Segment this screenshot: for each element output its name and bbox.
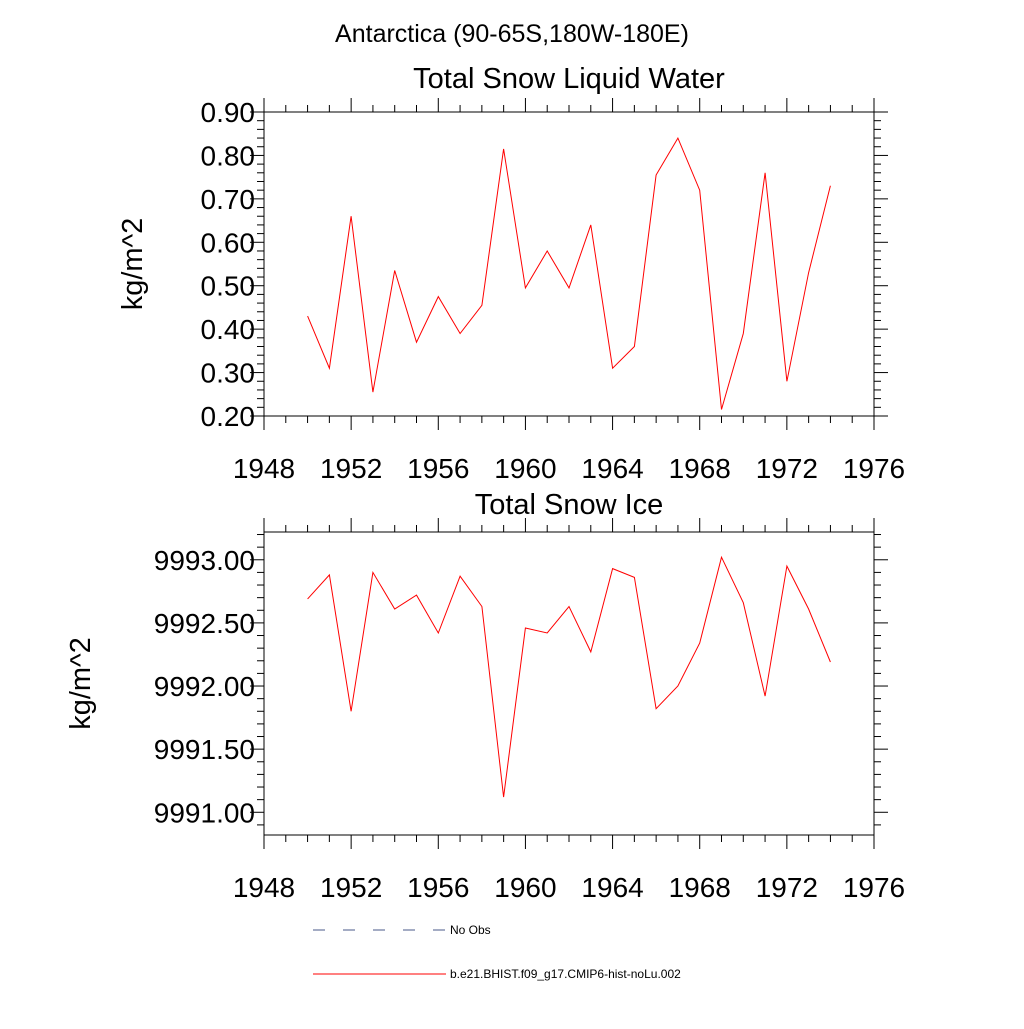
- data-point: [329, 368, 330, 369]
- data-point: [656, 174, 657, 175]
- data-point: [743, 602, 744, 603]
- data-point: [721, 409, 722, 410]
- y-tick-label: 0.50: [201, 271, 256, 302]
- x-tick-label: 1960: [494, 453, 556, 484]
- series-line: [307, 136, 831, 410]
- data-point: [830, 661, 831, 662]
- data-point: [808, 608, 809, 609]
- x-tick-label: 1964: [581, 453, 643, 484]
- data-point: [677, 137, 678, 138]
- data-point: [525, 627, 526, 628]
- data-point: [481, 305, 482, 306]
- data-point: [656, 708, 657, 709]
- data-point: [568, 606, 569, 607]
- data-point: [351, 711, 352, 712]
- data-point: [721, 557, 722, 558]
- data-point: [372, 392, 373, 393]
- x-tick-label: 1964: [581, 872, 643, 903]
- data-point: [634, 346, 635, 347]
- x-tick-label: 1972: [756, 453, 818, 484]
- y-tick-label: 0.30: [201, 358, 256, 389]
- x-tick-label: 1968: [669, 453, 731, 484]
- data-point: [699, 190, 700, 191]
- data-point: [438, 632, 439, 633]
- data-point: [416, 342, 417, 343]
- x-tick-label: 1948: [233, 872, 295, 903]
- x-tick-label: 1960: [494, 872, 556, 903]
- data-point: [764, 696, 765, 697]
- data-point: [525, 287, 526, 288]
- data-point: [329, 574, 330, 575]
- plot-frame: [263, 111, 875, 417]
- data-point: [699, 643, 700, 644]
- x-tick-label: 1952: [320, 453, 382, 484]
- y-axis-label: kg/m^2: [117, 218, 149, 311]
- data-point: [612, 368, 613, 369]
- legend-label: b.e21.BHIST.f09_g17.CMIP6-hist-noLu.002: [450, 967, 681, 981]
- data-point: [590, 224, 591, 225]
- y-tick-label: 0.70: [201, 184, 256, 215]
- legend-label: No Obs: [450, 923, 491, 937]
- data-point: [743, 333, 744, 334]
- data-point: [307, 316, 308, 317]
- plot-title: Total Snow Ice: [475, 489, 664, 521]
- x-tick-label: 1952: [320, 872, 382, 903]
- x-tick-label: 1976: [843, 872, 905, 903]
- y-tick-label: 0.80: [201, 140, 256, 171]
- data-point: [394, 270, 395, 271]
- panel-snow-ice: Total Snow Ice kg/m^2 1948 1952 1956 1960 1964…: [65, 489, 905, 903]
- x-tick-label: 1956: [407, 872, 469, 903]
- legend: No Obs b.e21.BHIST.f09_g17.CMIP6-hist-noL…: [313, 923, 681, 981]
- data-point: [503, 797, 504, 798]
- data-point: [351, 216, 352, 217]
- y-tick-label: 9993.00: [154, 545, 255, 576]
- data-point: [547, 250, 548, 251]
- data-point: [786, 381, 787, 382]
- data-point: [808, 272, 809, 273]
- data-point: [481, 606, 482, 607]
- data-point: [568, 287, 569, 288]
- data-point: [830, 185, 831, 186]
- data-point: [372, 572, 373, 573]
- data-point: [307, 598, 308, 599]
- panel-snow-liquid-water: Total Snow Liquid Water kg/m^2 1948 1952 195…: [117, 63, 905, 484]
- y-tick-label: 0.40: [201, 314, 256, 345]
- y-tick-label: 0.90: [201, 97, 256, 128]
- data-point: [459, 576, 460, 577]
- y-tick-label: 0.20: [201, 401, 256, 432]
- data-point: [503, 148, 504, 149]
- x-tick-label: 1968: [669, 872, 731, 903]
- data-point: [612, 568, 613, 569]
- x-tick-label: 1956: [407, 453, 469, 484]
- y-tick-label: 9991.50: [154, 734, 255, 765]
- data-point: [547, 632, 548, 633]
- data-point: [416, 595, 417, 596]
- data-point: [459, 333, 460, 334]
- y-tick-label: 0.60: [201, 227, 256, 258]
- data-point: [394, 608, 395, 609]
- data-point: [590, 651, 591, 652]
- y-tick-label: 9991.00: [154, 797, 255, 828]
- series-line: [307, 555, 831, 798]
- y-axis-label: kg/m^2: [65, 637, 97, 730]
- y-tick-label: 9992.50: [154, 608, 255, 639]
- y-tick-label: 9992.00: [154, 671, 255, 702]
- data-point: [634, 577, 635, 578]
- data-point: [764, 172, 765, 173]
- x-tick-label: 1972: [756, 872, 818, 903]
- x-tick-label: 1948: [233, 453, 295, 484]
- x-tick-label: 1976: [843, 453, 905, 484]
- figure-title: Antarctica (90-65S,180W-180E): [335, 20, 689, 48]
- data-point: [438, 296, 439, 297]
- data-point: [786, 565, 787, 566]
- plot-title: Total Snow Liquid Water: [413, 63, 725, 95]
- data-point: [677, 685, 678, 686]
